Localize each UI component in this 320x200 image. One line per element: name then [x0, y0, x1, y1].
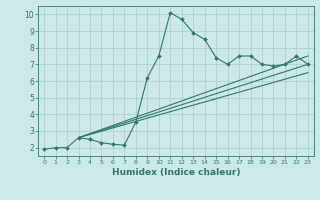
X-axis label: Humidex (Indice chaleur): Humidex (Indice chaleur) — [112, 168, 240, 177]
